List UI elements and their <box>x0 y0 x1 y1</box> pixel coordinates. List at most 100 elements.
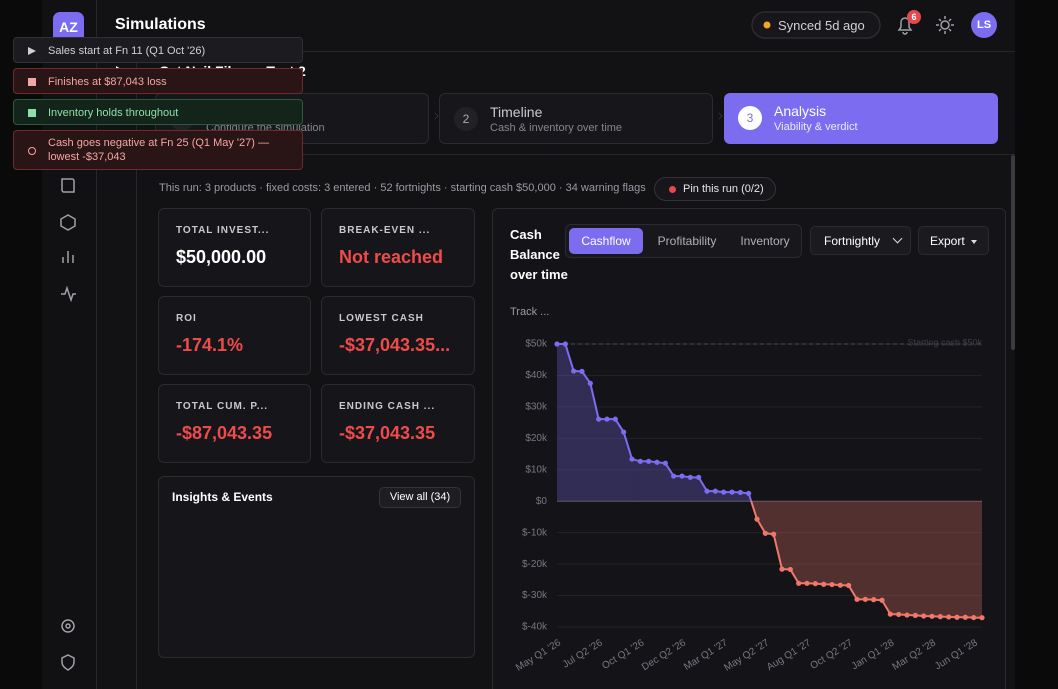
point <box>596 416 602 422</box>
kpi-card: TOTAL CUM. P... -$87,043.35 <box>158 384 311 463</box>
step-number: 2 <box>454 107 478 131</box>
pin-icon <box>669 186 676 193</box>
point <box>571 368 577 374</box>
line <box>557 343 983 619</box>
point <box>629 456 635 462</box>
point <box>929 613 935 619</box>
point <box>729 489 735 495</box>
point <box>846 582 852 589</box>
point <box>871 597 877 603</box>
event-text: Cash goes negative at Fn 25 (Q1 May '27)… <box>48 137 269 163</box>
tab[interactable]: Inventory <box>740 234 790 248</box>
point <box>787 566 793 573</box>
step-title: Timeline <box>490 104 543 120</box>
export-button[interactable]: Export <box>918 226 989 255</box>
point <box>721 489 727 495</box>
point <box>737 489 743 496</box>
header <box>97 0 1015 52</box>
x-tick-label: May Q1 '26 <box>514 637 563 673</box>
kpi-value: Not reached <box>339 247 444 267</box>
point <box>604 416 610 422</box>
x-tick-label: May Q2 '27 <box>722 637 771 673</box>
interval-select[interactable]: Fortnightly <box>810 226 911 255</box>
kpi-value: $50,000.00 <box>176 247 267 267</box>
chart-subtitle: Track ... <box>510 306 550 318</box>
event: Sales start at Fn 11 (Q1 Oct '26) <box>13 37 303 63</box>
point <box>704 488 710 494</box>
kpi-label: TOTAL CUM. P... <box>176 401 269 412</box>
y-tick-label: $10k <box>525 464 548 475</box>
y-tick-label: $-20k <box>522 559 548 570</box>
point <box>796 580 802 586</box>
pin-button[interactable]: Pin this run (0/2) <box>654 177 776 201</box>
point <box>887 611 893 617</box>
point <box>662 460 668 466</box>
interval-label: Fortnightly <box>824 234 881 248</box>
point <box>687 474 693 480</box>
point <box>954 614 960 620</box>
y-tick-label: $20k <box>525 433 548 444</box>
point <box>829 581 835 588</box>
point <box>654 459 660 465</box>
kpi-label: ENDING CASH ... <box>339 401 436 412</box>
kpi-card: ENDING CASH ... -$37,043.35 <box>321 384 475 463</box>
insights-title: Insights & Events <box>172 490 273 504</box>
event-text: Sales start at Fn 11 (Q1 Oct '26) <box>48 45 206 57</box>
x-tick-label: Oct Q2 '27 <box>809 637 855 672</box>
kpi-value: -$37,043.35... <box>339 335 451 355</box>
x-tick-label: Dec Q2 '26 <box>640 637 688 673</box>
point <box>896 611 902 618</box>
content-divider <box>137 154 1015 155</box>
event-icon <box>28 147 36 155</box>
point <box>821 581 827 587</box>
kpi-value: -174.1% <box>176 335 244 355</box>
kpi-label: TOTAL INVEST... <box>176 225 270 236</box>
point <box>562 341 568 347</box>
tab[interactable]: Cashflow <box>569 228 643 254</box>
event: Inventory holds throughout <box>13 99 303 125</box>
point <box>979 615 985 621</box>
x-tick-label: Jan Q1 '28 <box>850 637 897 672</box>
export-label: Export <box>930 234 965 248</box>
point <box>612 416 618 422</box>
point <box>746 490 752 496</box>
y-tick-label: $-40k <box>522 622 548 633</box>
kpi-label: BREAK-EVEN ... <box>339 225 431 236</box>
tab[interactable]: Profitability <box>657 234 717 248</box>
point <box>671 473 677 479</box>
user-initials[interactable]: LS <box>976 19 992 31</box>
kpi-card: TOTAL INVEST... $50,000.00 <box>158 208 311 287</box>
step-subtitle: Viability & verdict <box>774 121 858 133</box>
scrollbar <box>1011 155 1015 350</box>
kpi-value: -$87,043.35 <box>176 423 273 443</box>
point <box>946 614 952 620</box>
step[interactable]: 2 Timeline Cash & inventory over time <box>439 93 713 144</box>
point <box>921 613 927 619</box>
sync-status: Synced 5d ago <box>778 18 865 33</box>
event-icon <box>28 47 36 55</box>
point <box>646 458 652 464</box>
point <box>962 614 968 620</box>
step[interactable]: 3 Analysis Viability & verdict <box>724 93 998 144</box>
chart: $-40k $-30k $-20k $-10k $0 $10k $20k $30k $40k $5… <box>514 337 985 674</box>
reference-label: Starting cash $50k <box>907 337 982 347</box>
export-caret <box>971 240 977 244</box>
x-tick-label: Aug Q1 '27 <box>765 637 813 673</box>
point <box>712 488 718 494</box>
y-tick-label: $40k <box>525 370 548 381</box>
chart-title: Cash Balance over time <box>510 227 568 282</box>
kpi-value: -$37,043.35 <box>339 423 436 443</box>
point <box>754 516 760 522</box>
point <box>912 612 918 618</box>
logo: AZ <box>59 19 78 35</box>
run-summary: This run: 3 products · fixed costs: 3 en… <box>159 182 646 194</box>
y-tick-label: $50k <box>525 339 548 350</box>
view-all-button[interactable]: View all (34) <box>379 487 461 508</box>
point <box>637 458 643 464</box>
event: Cash goes negative at Fn 25 (Q1 May '27)… <box>13 130 303 170</box>
point <box>904 612 910 618</box>
x-tick-label: Oct Q1 '26 <box>600 637 646 672</box>
point <box>854 596 860 602</box>
point <box>679 473 685 479</box>
